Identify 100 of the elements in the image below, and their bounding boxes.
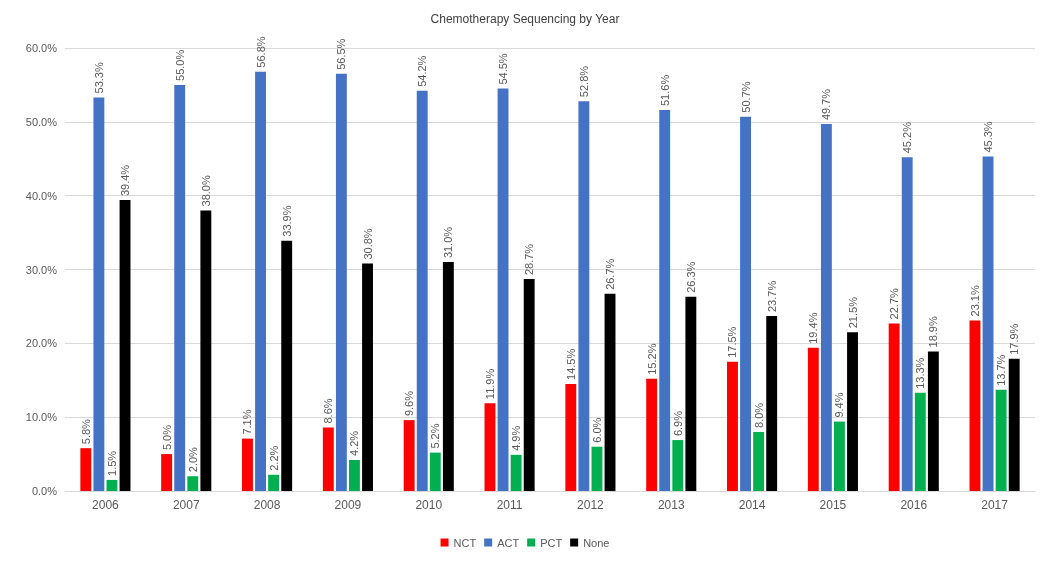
data-label: 5.0%: [160, 424, 173, 451]
data-label: 14.5%: [564, 348, 577, 380]
y-tick-label: 60.0%: [25, 42, 58, 54]
data-label: 23.7%: [765, 280, 778, 313]
bar: [335, 73, 347, 491]
bar: [429, 452, 441, 491]
bar: [497, 88, 509, 491]
legend-label: ACT: [497, 536, 520, 549]
bar: [349, 459, 360, 491]
bar: [119, 200, 131, 491]
data-label: 54.2%: [416, 55, 429, 87]
data-label: 52.8%: [577, 65, 590, 98]
bar: [93, 97, 105, 491]
data-label: 6.9%: [671, 410, 684, 437]
data-label: 9.4%: [833, 392, 846, 418]
x-tick-label: 2006: [92, 498, 120, 512]
bar: [255, 71, 266, 491]
x-tick-label: 2012: [577, 498, 605, 512]
data-label: 1.5%: [105, 450, 118, 476]
data-label: 4.9%: [510, 425, 523, 451]
x-tick-label: 2010: [415, 498, 443, 512]
bar: [591, 446, 603, 491]
data-label: 30.8%: [361, 228, 374, 260]
data-label: 7.1%: [241, 409, 254, 435]
data-label: 17.5%: [726, 326, 739, 358]
data-label: 39.4%: [119, 164, 132, 197]
bar: [322, 427, 334, 491]
x-tick-label: 2011: [496, 498, 523, 512]
bar: [753, 431, 765, 491]
bar: [187, 476, 199, 491]
bar: [442, 262, 454, 491]
data-label: 13.7%: [995, 354, 1008, 386]
bar: [578, 101, 590, 491]
y-tick-label: 30.0%: [25, 263, 58, 276]
bar: [604, 293, 616, 491]
data-label: 8.0%: [752, 402, 765, 428]
data-label: 26.3%: [684, 261, 697, 293]
data-label: 8.6%: [322, 398, 335, 424]
bar: [416, 90, 428, 491]
data-label: 5.8%: [79, 418, 92, 445]
x-tick-label: 2009: [334, 498, 362, 512]
bar: [820, 124, 832, 491]
bar: [995, 389, 1007, 491]
x-tick-label: 2013: [657, 498, 685, 512]
legend-label: NCT: [453, 536, 477, 549]
data-label: 55.0%: [173, 49, 186, 81]
x-tick-label: 2014: [738, 498, 766, 512]
data-label: 51.6%: [658, 74, 671, 107]
data-label: 15.2%: [645, 343, 658, 375]
bar: [766, 316, 778, 491]
bar: [914, 392, 926, 491]
data-label: 5.2%: [429, 423, 442, 449]
data-label: 38.0%: [199, 175, 212, 207]
x-tick-label: 2008: [253, 498, 281, 512]
legend-label: None: [583, 536, 610, 549]
data-label: 28.7%: [523, 243, 536, 276]
y-tick-label: 10.0%: [25, 411, 58, 424]
data-label: 11.9%: [483, 368, 496, 400]
bar: [659, 110, 671, 491]
data-label: 21.5%: [846, 296, 859, 329]
bar: [362, 263, 373, 491]
y-tick-label: 40.0%: [25, 189, 58, 202]
bar: [200, 210, 212, 491]
bar: [834, 421, 845, 491]
data-label: 18.9%: [927, 316, 940, 348]
x-tick-label: 2016: [900, 498, 928, 512]
bar: [982, 156, 994, 491]
bar: [484, 403, 496, 491]
bar: [888, 323, 900, 491]
bar: [927, 351, 939, 491]
bar: [807, 347, 819, 491]
data-label: 50.7%: [739, 81, 752, 113]
bar: [281, 240, 293, 491]
data-label: 56.5%: [335, 38, 348, 70]
data-label: 56.8%: [254, 36, 267, 68]
data-label: 23.1%: [968, 285, 981, 317]
bar: [268, 474, 280, 491]
bar: [510, 454, 522, 491]
data-label: 6.0%: [590, 417, 603, 443]
bar: [565, 383, 577, 491]
x-tick-label: 2015: [819, 498, 847, 512]
bar: [685, 296, 697, 491]
bar: [727, 361, 738, 491]
data-label: 53.3%: [92, 62, 105, 94]
bar: [174, 84, 186, 491]
y-tick-label: 0.0%: [31, 485, 58, 497]
bar: [523, 279, 535, 491]
x-tick-label: 2007: [172, 498, 200, 512]
bar: [672, 440, 684, 491]
data-label: 33.9%: [280, 205, 293, 237]
bar: [161, 454, 173, 491]
bar: [242, 438, 253, 491]
data-label: 17.9%: [1008, 323, 1021, 355]
data-label: 54.5%: [497, 53, 510, 85]
bar: [403, 420, 415, 491]
bar: [969, 320, 981, 491]
chart-title: Chemotherapy Sequencing by Year: [430, 12, 620, 26]
data-label: 2.0%: [186, 446, 199, 473]
data-label: 9.6%: [403, 390, 416, 417]
data-label: 26.7%: [604, 258, 617, 290]
